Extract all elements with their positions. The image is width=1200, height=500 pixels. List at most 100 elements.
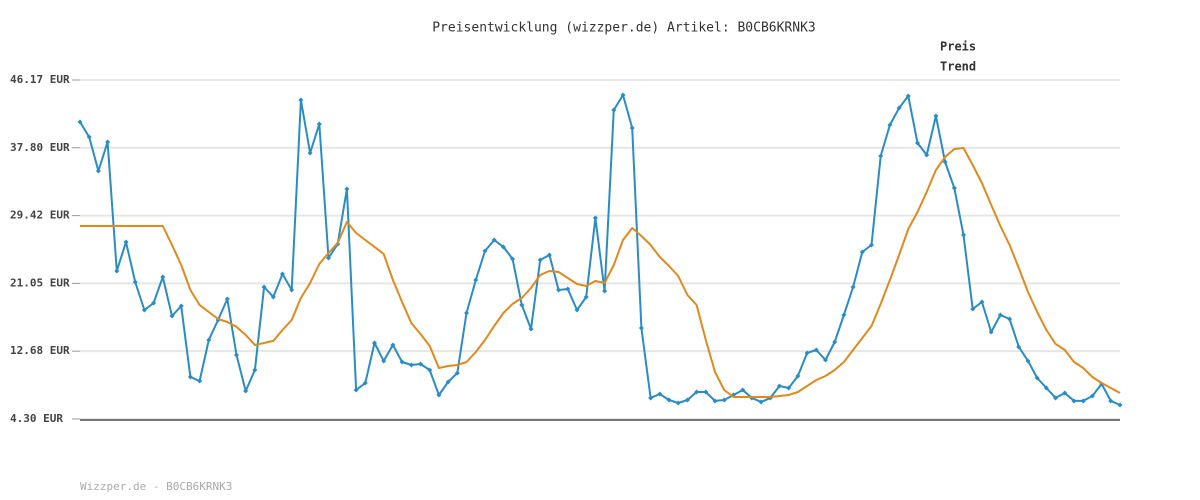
point-marker — [500, 244, 506, 250]
point-marker — [740, 387, 746, 393]
point-marker — [390, 342, 396, 348]
point-marker — [1043, 385, 1049, 391]
point-marker — [684, 397, 690, 403]
point-marker — [574, 307, 580, 313]
point-marker — [703, 389, 709, 395]
point-marker — [638, 325, 644, 331]
point-marker — [289, 287, 295, 293]
point-marker — [261, 284, 267, 290]
point-marker — [279, 271, 285, 277]
point-marker — [224, 296, 230, 302]
point-marker — [970, 306, 976, 312]
point-marker — [445, 379, 451, 385]
point-marker — [233, 352, 239, 358]
point-marker — [464, 310, 470, 316]
point-marker — [712, 398, 718, 404]
point-marker — [187, 374, 193, 380]
point-marker — [519, 302, 525, 308]
point-marker — [1108, 398, 1114, 404]
point-marker — [951, 185, 957, 191]
point-marker — [344, 186, 350, 192]
series-line — [80, 147, 1121, 398]
footer: Wizzper.de - B0CB6KRNK3 — [80, 480, 232, 493]
point-marker — [1034, 375, 1040, 381]
point-marker — [1007, 316, 1013, 322]
point-marker — [721, 397, 727, 403]
point-marker — [556, 287, 562, 293]
point-marker — [123, 239, 129, 245]
point-marker — [822, 357, 828, 363]
point-marker — [1089, 393, 1095, 399]
point-marker — [905, 93, 911, 99]
point-marker — [491, 237, 497, 243]
point-marker — [629, 125, 635, 131]
point-marker — [372, 340, 378, 346]
point-marker — [620, 92, 626, 98]
chart-title: Preisentwicklung (wizzper.de) Artikel: B… — [432, 21, 816, 36]
point-marker — [427, 367, 433, 373]
point-marker — [316, 121, 322, 127]
point-marker — [418, 361, 424, 367]
point-marker — [454, 370, 460, 376]
point-marker — [160, 274, 166, 280]
point-marker — [887, 122, 893, 128]
point-marker — [979, 299, 985, 305]
point-marker — [1025, 358, 1031, 364]
point-marker — [482, 248, 488, 254]
point-marker — [997, 312, 1003, 318]
point-marker — [933, 113, 939, 119]
point-marker — [270, 294, 276, 300]
point-marker — [832, 339, 838, 345]
point-marker — [298, 97, 304, 103]
point-marker — [795, 373, 801, 379]
point-marker — [602, 288, 608, 294]
point-marker — [353, 387, 359, 393]
point-marker — [657, 391, 663, 397]
point-marker — [473, 277, 479, 283]
point-marker — [362, 380, 368, 386]
point-marker — [878, 153, 884, 159]
y-tick-label: 29.42 EUR — [10, 209, 70, 222]
point-marker — [694, 389, 700, 395]
point-marker — [841, 312, 847, 318]
point-marker — [915, 140, 921, 146]
point-marker — [1053, 395, 1059, 401]
point-marker — [776, 383, 782, 389]
point-marker — [592, 215, 598, 221]
point-marker — [869, 242, 875, 248]
point-marker — [666, 397, 672, 403]
point-marker — [86, 134, 92, 140]
point-marker — [1062, 390, 1068, 396]
point-marker — [675, 400, 681, 406]
point-marker — [565, 286, 571, 292]
point-marker — [399, 359, 405, 365]
point-marker — [510, 256, 516, 262]
point-marker — [436, 392, 442, 398]
y-tick-label: 4.30 EUR — [10, 412, 63, 425]
y-tick-label: 21.05 EUR — [10, 276, 70, 289]
point-marker — [132, 279, 138, 285]
point-marker — [114, 268, 120, 274]
y-tick-label: 12.68 EUR — [10, 344, 70, 357]
point-marker — [325, 255, 331, 261]
point-marker — [942, 159, 948, 165]
point-marker — [206, 337, 212, 343]
point-marker — [988, 329, 994, 335]
point-marker — [804, 350, 810, 356]
point-marker — [896, 105, 902, 111]
point-marker — [105, 139, 111, 145]
y-tick-label: 46.17 EUR — [10, 73, 70, 86]
point-marker — [77, 119, 83, 125]
point-marker — [1016, 344, 1022, 350]
point-marker — [1117, 402, 1123, 408]
legend-label: Preis — [940, 40, 976, 54]
point-marker — [169, 313, 175, 319]
point-marker — [758, 399, 764, 405]
series-line — [79, 94, 1121, 406]
point-marker — [408, 362, 414, 368]
point-marker — [243, 388, 249, 394]
point-marker — [178, 303, 184, 309]
point-marker — [850, 284, 856, 290]
